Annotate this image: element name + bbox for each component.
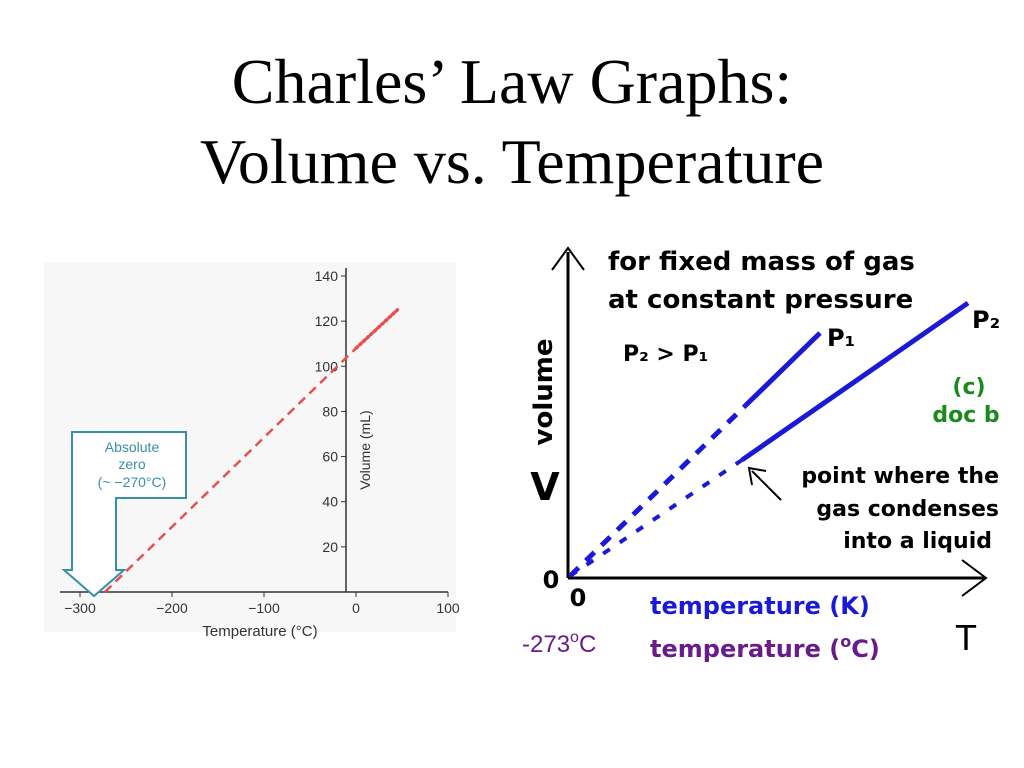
left-x-tick-label: 100	[436, 600, 460, 616]
celsius-axis-label: temperature (oC)	[650, 632, 880, 663]
left-series-extrapolated-line	[103, 347, 357, 593]
left-y-tick-label: 20	[322, 539, 338, 555]
celsius-origin-degree: o	[570, 629, 579, 646]
left-x-tick-label: −300	[64, 600, 96, 616]
left-y-tick-label: 120	[315, 313, 339, 329]
condense-note-line-3: into a liquid	[843, 529, 992, 554]
celsius-axis-label-end: C)	[851, 635, 880, 663]
left-series-measured-line	[354, 308, 400, 350]
credit-line-1: (c)	[952, 375, 985, 400]
left-x-tick-label: −200	[156, 600, 188, 616]
right-y-axis-arrow	[551, 246, 585, 271]
condense-note-line-2: gas condenses	[816, 497, 999, 522]
series-p1-label: P₁	[827, 324, 855, 352]
celsius-origin-number: -273	[522, 631, 570, 658]
pressure-relation: P₂ > P₁	[623, 342, 708, 367]
origin-y-label: 0	[543, 566, 560, 594]
title-line-1: Charles’ Law Graphs:	[231, 46, 793, 117]
series-p2-measured-line	[740, 300, 970, 463]
condense-arrow-head	[747, 466, 767, 486]
callout-line-2: zero	[118, 456, 145, 472]
right-y-axis-label: volume	[529, 339, 559, 446]
callout-arrow-shape	[61, 431, 187, 598]
right-x-axis-arrow	[961, 559, 988, 597]
title-line-2: Volume vs. Temperature	[199, 126, 825, 197]
series-p1-extrapolated-line	[568, 404, 747, 578]
note-line-2: at constant pressure	[608, 285, 913, 315]
left-y-tick-label: 40	[322, 494, 338, 510]
callout-line-3: (~ −270°C)	[98, 474, 167, 490]
celsius-axis-label-degree: o	[840, 632, 851, 651]
right-chart: for fixed mass of gas at constant pressu…	[522, 246, 1000, 663]
absolute-zero-callout: Absolute zero (~ −270°C)	[61, 431, 187, 598]
left-x-axis-label: Temperature (°C)	[202, 623, 317, 640]
left-chart: −300 −200 −100 0 100 20 40 60 80 100 120 140 Temper…	[44, 262, 460, 640]
left-series	[103, 308, 400, 593]
callout-line-1: Absolute	[105, 439, 160, 455]
x-axis-symbol: T	[955, 617, 977, 658]
kelvin-axis-label: temperature (K)	[650, 592, 870, 620]
left-y-axis-label: Volume (mL)	[357, 410, 373, 489]
series-p1-measured-line	[743, 331, 822, 408]
left-x-tick-label: −100	[248, 600, 280, 616]
celsius-origin-label: -273oC	[522, 629, 596, 658]
left-y-tick-label: 60	[322, 449, 338, 465]
series-p2-extrapolated-line	[568, 458, 744, 578]
left-ticks: −300 −200 −100 0 100 20 40 60 80 100 120 140	[64, 268, 460, 616]
origin-x-label: 0	[570, 584, 587, 612]
credit-line-2: doc b	[932, 403, 999, 428]
y-axis-symbol: V	[530, 465, 560, 509]
note-line-1: for fixed mass of gas	[608, 247, 915, 277]
left-x-tick-label: 0	[352, 600, 360, 616]
left-y-tick-label: 80	[322, 403, 338, 419]
left-y-tick-label: 140	[315, 268, 339, 284]
left-y-tick-label: 100	[315, 358, 339, 374]
series-p2-label: P₂	[972, 306, 1000, 334]
celsius-origin-unit: C	[579, 631, 596, 658]
condense-note-line-1: point where the	[801, 464, 999, 489]
slide-title: Charles’ Law Graphs: Volume vs. Temperat…	[0, 42, 1024, 202]
celsius-axis-label-text: temperature (	[650, 635, 840, 663]
condense-arrow-line	[751, 470, 782, 501]
